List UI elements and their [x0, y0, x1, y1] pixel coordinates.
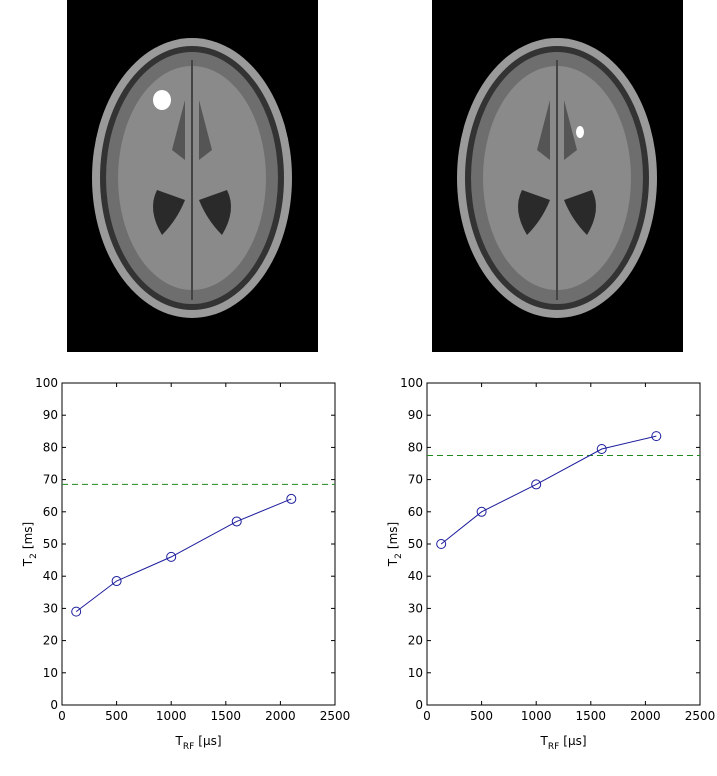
y-label-sub: 2: [394, 553, 404, 559]
y-tick-label: 30: [43, 601, 58, 615]
y-tick-label: 10: [43, 666, 58, 680]
x-tick-label: 1000: [521, 709, 552, 723]
y-label-sub: 2: [29, 553, 39, 559]
x-axis-label: TRF[µs]: [539, 734, 586, 752]
y-tick-label: 50: [43, 537, 58, 551]
y-tick-label: 100: [35, 376, 58, 390]
figure: 0102030405060708090100050010001500200025…: [0, 0, 717, 776]
y-tick-label: 30: [408, 601, 423, 615]
y-axis-label: T2[ms]: [386, 522, 404, 567]
x-tick-label: 2500: [320, 709, 351, 723]
x-tick-label: 500: [105, 709, 128, 723]
y-tick-label: 80: [408, 440, 423, 454]
x-tick-label: 0: [423, 709, 431, 723]
x-tick-label: 1500: [211, 709, 242, 723]
x-tick-label: 1500: [576, 709, 607, 723]
x-axis-label: TRF[µs]: [174, 734, 221, 752]
roi-highlight: [153, 90, 171, 110]
y-tick-label: 100: [400, 376, 423, 390]
x-label-sub: RF: [183, 742, 194, 752]
y-tick-label: 90: [43, 408, 58, 422]
x-tick-label: 2500: [685, 709, 716, 723]
x-tick-label: 2000: [630, 709, 661, 723]
x-tick-label: 0: [58, 709, 66, 723]
plot-area: [62, 383, 335, 705]
y-tick-label: 10: [408, 666, 423, 680]
y-label-unit: [ms]: [21, 522, 35, 549]
y-tick-label: 50: [408, 537, 423, 551]
roi-highlight: [576, 126, 584, 138]
y-tick-label: 90: [408, 408, 423, 422]
y-tick-label: 0: [50, 698, 58, 712]
y-tick-label: 20: [408, 634, 423, 648]
plot-area: [427, 383, 700, 705]
mri-image: [67, 0, 318, 352]
x-label-unit: [µs]: [563, 734, 586, 748]
x-tick-label: 1000: [156, 709, 187, 723]
y-tick-label: 60: [408, 505, 423, 519]
y-tick-label: 40: [43, 569, 58, 583]
mri-image: [432, 0, 683, 352]
y-tick-label: 80: [43, 440, 58, 454]
y-axis-label: T2[ms]: [21, 522, 39, 567]
x-tick-label: 2000: [265, 709, 296, 723]
y-tick-label: 0: [415, 698, 423, 712]
y-tick-label: 40: [408, 569, 423, 583]
x-label-unit: [µs]: [198, 734, 221, 748]
y-tick-label: 20: [43, 634, 58, 648]
y-tick-label: 70: [43, 473, 58, 487]
y-label-unit: [ms]: [386, 522, 400, 549]
y-tick-label: 70: [408, 473, 423, 487]
y-tick-label: 60: [43, 505, 58, 519]
x-tick-label: 500: [470, 709, 493, 723]
x-label-sub: RF: [548, 742, 559, 752]
